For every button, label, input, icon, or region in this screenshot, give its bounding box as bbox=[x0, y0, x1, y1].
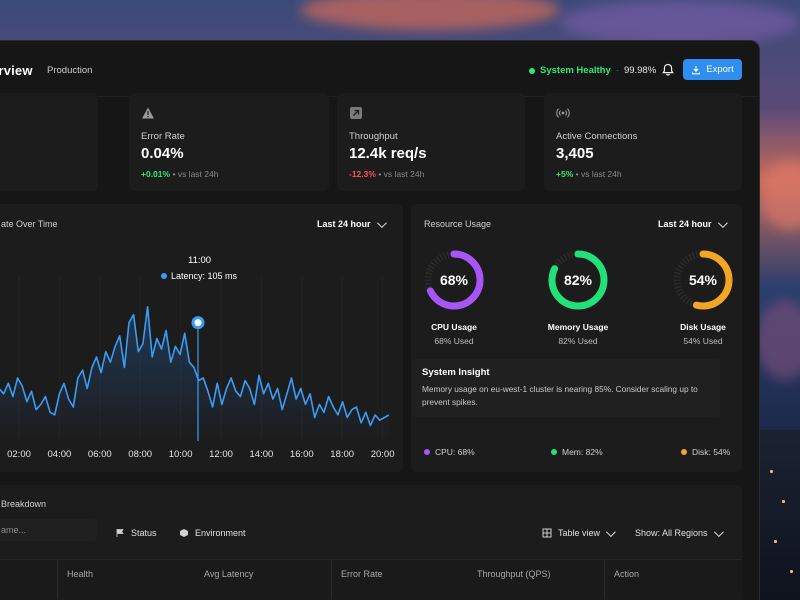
arrow-up-right-icon bbox=[350, 107, 362, 119]
x-tick-label: 10:00 bbox=[168, 449, 193, 460]
x-tick-label: 16:00 bbox=[289, 449, 314, 460]
environment-label[interactable]: Production bbox=[47, 65, 93, 76]
health-label: System Healthy bbox=[540, 65, 611, 76]
column-divider bbox=[331, 559, 332, 599]
insight-text: Memory usage on eu-west-1 cluster is nea… bbox=[422, 384, 698, 407]
legend-disk: Disk: 54% bbox=[681, 447, 730, 457]
gauge-sub-label: 82% Used bbox=[558, 336, 598, 346]
export-label: Export bbox=[706, 64, 734, 75]
kpi-value: 12.4k req/s bbox=[349, 145, 427, 162]
breakdown-title: Breakdown bbox=[1, 499, 47, 509]
resource-usage-panel bbox=[411, 204, 742, 472]
gauge-value: 82% bbox=[563, 272, 593, 288]
kpi-delta: -12.3% • vs last 24h bbox=[349, 169, 425, 179]
kpi-card-active-connections: Active Connections 3,405 +5% • vs last 2… bbox=[544, 93, 742, 191]
system-health-status: System Healthy · 99.98% bbox=[529, 65, 656, 76]
background-city bbox=[760, 430, 800, 600]
tooltip-time: 11:00 bbox=[188, 255, 212, 266]
system-insight-card: System Insight Memory usage on eu-west-1… bbox=[412, 359, 720, 417]
status-dot-icon bbox=[529, 67, 535, 74]
bell-icon[interactable] bbox=[661, 63, 675, 77]
gauge-label: Disk Usage bbox=[680, 322, 726, 332]
memory-legend-dot-icon bbox=[551, 449, 557, 455]
range-label: Last 24 hour bbox=[658, 219, 712, 229]
insight-title: System Insight bbox=[422, 367, 490, 378]
range-label: Last 24 hour bbox=[317, 219, 371, 229]
flag-icon bbox=[116, 529, 124, 537]
kpi-card-throughput: Throughput 12.4k req/s -12.3% • vs last … bbox=[337, 93, 525, 191]
legend-cpu: CPU: 68% bbox=[424, 447, 475, 457]
kpi-delta: +0.01% • vs last 24h bbox=[141, 169, 219, 179]
kpi-value: 0.04% bbox=[141, 145, 184, 162]
x-tick-label: 04:00 bbox=[47, 449, 72, 460]
gauge-value: 68% bbox=[439, 272, 469, 288]
wireless-signal-icon bbox=[556, 108, 570, 118]
gauge-sub-label: 54% Used bbox=[683, 336, 723, 346]
x-tick-label: 02:00 bbox=[7, 449, 31, 460]
latency-panel-title: ate Over Time bbox=[1, 219, 58, 229]
cpu-legend-dot-icon bbox=[424, 449, 430, 455]
column-header-throughput[interactable]: Throughput (QPS) bbox=[477, 569, 551, 579]
regions-select[interactable]: Show: All Regions bbox=[635, 526, 724, 538]
kpi-card-partial bbox=[0, 93, 98, 191]
background-cloud bbox=[760, 160, 800, 230]
background-cloud bbox=[300, 0, 560, 30]
x-tick-label: 06:00 bbox=[87, 449, 112, 460]
separator: · bbox=[615, 65, 619, 76]
table-header-row bbox=[0, 559, 742, 599]
dashboard-window: erview Production System Healthy · 99.98… bbox=[0, 40, 760, 600]
grid-icon bbox=[542, 528, 552, 538]
latency-line-chart bbox=[0, 276, 390, 441]
search-placeholder: ame... bbox=[1, 525, 27, 535]
x-tick-label: 12:00 bbox=[209, 449, 233, 460]
export-button[interactable]: Export bbox=[683, 59, 742, 80]
column-divider bbox=[604, 559, 605, 599]
x-tick-label: 20:00 bbox=[370, 449, 395, 460]
column-header-health[interactable]: Health bbox=[67, 569, 94, 579]
search-input[interactable]: ame... bbox=[0, 519, 97, 541]
disk-usage-gauge: 54% bbox=[671, 248, 735, 312]
x-tick-label: 14:00 bbox=[249, 449, 274, 460]
legend-memory: Mem: 82% bbox=[551, 447, 603, 457]
resource-range-select[interactable]: Last 24 hour bbox=[658, 217, 728, 229]
gauge-label: CPU Usage bbox=[431, 322, 477, 332]
gauge-value: 54% bbox=[688, 272, 718, 288]
disk-legend-dot-icon bbox=[681, 449, 687, 455]
column-header-error-rate[interactable]: Error Rate bbox=[341, 569, 383, 579]
kpi-value: 3,405 bbox=[556, 145, 594, 162]
latency-range-select[interactable]: Last 24 hour bbox=[317, 217, 387, 229]
page-title: erview bbox=[0, 63, 33, 78]
column-header-avg-latency[interactable]: Avg Latency bbox=[204, 569, 254, 579]
kpi-card-error-rate: Error Rate 0.04% +0.01% • vs last 24h bbox=[129, 93, 329, 191]
background-cloud bbox=[755, 300, 800, 380]
table-view-select[interactable]: Table view bbox=[542, 526, 616, 538]
x-tick-label: 18:00 bbox=[330, 449, 355, 460]
memory-usage-gauge: 82% bbox=[546, 248, 610, 312]
column-divider bbox=[57, 559, 58, 599]
top-bar: erview Production System Healthy · 99.98… bbox=[0, 41, 759, 97]
kpi-delta: +5% • vs last 24h bbox=[556, 169, 622, 179]
latency-series-line bbox=[0, 306, 390, 427]
series-dot-icon bbox=[161, 273, 167, 279]
gauge-sub-label: 68% Used bbox=[434, 336, 474, 346]
download-icon bbox=[692, 65, 701, 74]
environment-filter-button[interactable]: Environment bbox=[179, 528, 246, 538]
kpi-title: Active Connections bbox=[556, 131, 638, 142]
warning-icon bbox=[142, 107, 154, 119]
latency-area bbox=[0, 306, 389, 441]
kpi-title: Error Rate bbox=[141, 131, 185, 142]
gauge-label: Memory Usage bbox=[547, 322, 609, 332]
x-tick-label: 08:00 bbox=[128, 449, 153, 460]
uptime-value: 99.98% bbox=[623, 65, 657, 76]
resource-panel-title: Resource Usage bbox=[424, 219, 492, 229]
cube-icon bbox=[180, 529, 188, 537]
column-header-action[interactable]: Action bbox=[614, 569, 640, 579]
highlight-point bbox=[191, 316, 205, 330]
tooltip-label: Latency: 105 ms bbox=[161, 271, 237, 281]
status-filter-button[interactable]: Status bbox=[115, 528, 157, 538]
cpu-usage-gauge: 68% bbox=[422, 248, 486, 312]
kpi-title: Throughput bbox=[349, 131, 398, 142]
background-cloud bbox=[560, 0, 800, 45]
